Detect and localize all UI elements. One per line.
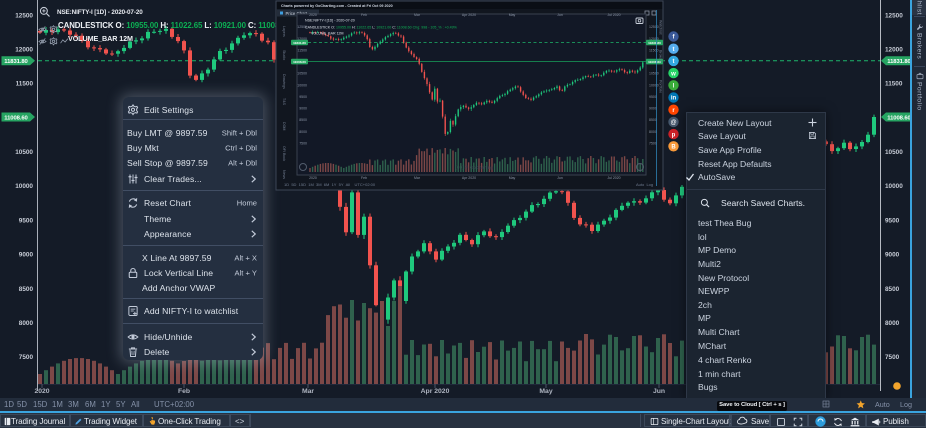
svg-text:8500: 8500 xyxy=(19,286,34,293)
svg-text:2020: 2020 xyxy=(309,176,317,180)
svg-text:CANDLESTICK O: 10955.00 H: 110: CANDLESTICK O: 10955.00 H: 11022.65 L: 1… xyxy=(305,26,458,30)
svg-text:10500: 10500 xyxy=(297,72,307,76)
svg-text:8000: 8000 xyxy=(885,320,900,327)
svg-text:10500: 10500 xyxy=(885,149,903,156)
svg-text:12500: 12500 xyxy=(297,25,307,29)
svg-text:@: @ xyxy=(671,120,677,126)
svg-text:11500: 11500 xyxy=(885,81,903,88)
svg-text:12000: 12000 xyxy=(885,47,903,54)
svg-text:7500: 7500 xyxy=(299,142,307,146)
svg-text:7500: 7500 xyxy=(649,142,657,146)
svg-text:9500: 9500 xyxy=(299,95,307,99)
svg-text:Mar: Mar xyxy=(414,176,421,180)
svg-text:Drawings: Drawings xyxy=(282,74,286,89)
svg-text:12500: 12500 xyxy=(649,25,659,29)
svg-text:11831.80: 11831.80 xyxy=(4,59,28,65)
svg-text:OFI Book: OFI Book xyxy=(282,146,286,161)
svg-text:Apr 2020: Apr 2020 xyxy=(462,176,476,180)
svg-text:9000: 9000 xyxy=(299,107,307,111)
svg-text:10000: 10000 xyxy=(649,83,659,87)
svg-text:7500: 7500 xyxy=(885,354,900,361)
svg-text:12500: 12500 xyxy=(15,12,33,19)
svg-text:Charts powered by GoCharting.c: Charts powered by GoCharting.com - Creat… xyxy=(281,4,393,8)
svg-text:Brokers: Brokers xyxy=(659,50,663,63)
svg-text:Feb: Feb xyxy=(178,388,190,395)
svg-text:10000: 10000 xyxy=(297,83,307,87)
svg-text:w: w xyxy=(670,71,676,77)
svg-text:2020: 2020 xyxy=(34,388,49,395)
svg-text:10000: 10000 xyxy=(885,183,903,190)
svg-text:11008.60: 11008.60 xyxy=(293,60,306,64)
svg-text:VOLUME_BAR 12M: VOLUME_BAR 12M xyxy=(311,32,344,36)
svg-text:Jul 2020: Jul 2020 xyxy=(607,13,620,17)
svg-text:11831.80: 11831.80 xyxy=(887,59,911,65)
svg-text:Feb: Feb xyxy=(361,13,367,17)
svg-text:May: May xyxy=(509,13,516,17)
svg-text:8000: 8000 xyxy=(649,130,657,134)
svg-text:10500: 10500 xyxy=(15,149,33,156)
svg-text:Portfolio: Portfolio xyxy=(659,80,663,93)
svg-text:9500: 9500 xyxy=(649,95,657,99)
svg-text:Apr 2020: Apr 2020 xyxy=(421,388,450,395)
svg-text:10000: 10000 xyxy=(15,183,33,190)
svg-text:2020: 2020 xyxy=(309,13,317,17)
svg-text:12000: 12000 xyxy=(15,47,33,54)
svg-text:9500: 9500 xyxy=(19,217,34,224)
svg-text:11500: 11500 xyxy=(298,49,308,53)
svg-text:11008.60: 11008.60 xyxy=(887,115,911,121)
svg-text:News: News xyxy=(282,170,286,179)
svg-text:11008.60: 11008.60 xyxy=(648,60,661,64)
svg-text:11500: 11500 xyxy=(649,49,659,53)
svg-text:May: May xyxy=(509,176,516,180)
svg-text:Jun: Jun xyxy=(653,388,665,395)
svg-text:9000: 9000 xyxy=(885,252,900,259)
svg-text:in: in xyxy=(671,96,677,102)
svg-text:B: B xyxy=(671,145,676,151)
svg-text:11831.80: 11831.80 xyxy=(293,41,306,45)
svg-text:Jul 2020: Jul 2020 xyxy=(607,176,620,180)
svg-text:NSE:NIFTY-I [1D] - 2020-07-20: NSE:NIFTY-I [1D] - 2020-07-20 xyxy=(305,19,355,23)
svg-text:Feb: Feb xyxy=(361,176,367,180)
svg-text:8500: 8500 xyxy=(299,118,307,122)
svg-text:11008.60: 11008.60 xyxy=(4,115,28,121)
svg-text:9000: 9000 xyxy=(19,252,34,259)
svg-text:ⓘⓘⓦ GoCharting: ⓘⓘⓦ GoCharting xyxy=(455,164,493,171)
svg-text:t: t xyxy=(673,47,675,53)
svg-text:Jun: Jun xyxy=(557,176,563,180)
svg-text:9000: 9000 xyxy=(649,107,657,111)
svg-text:Price Chart: Price Chart xyxy=(286,11,308,16)
svg-text:8500: 8500 xyxy=(649,118,657,122)
svg-text:r: r xyxy=(672,108,675,114)
svg-text:Apr 2020: Apr 2020 xyxy=(462,13,476,17)
svg-text:8000: 8000 xyxy=(299,130,307,134)
svg-text:12500: 12500 xyxy=(885,12,903,19)
svg-text:7500: 7500 xyxy=(19,354,34,361)
svg-text:8500: 8500 xyxy=(885,286,900,293)
svg-text:T&S: T&S xyxy=(282,98,286,106)
svg-text:t: t xyxy=(673,59,675,65)
svg-text:8000: 8000 xyxy=(19,320,34,327)
svg-text:12000: 12000 xyxy=(297,37,307,41)
svg-text:1D 5D 15D 1M 3M 6M 1Y 5: 1D 5D 15D 1M 3M 6M 1Y 5Y All UTC+02:00 xyxy=(284,182,376,187)
svg-text:10500: 10500 xyxy=(649,72,659,76)
svg-text:May: May xyxy=(539,388,552,395)
svg-text:9500: 9500 xyxy=(885,217,900,224)
svg-text:Jun: Jun xyxy=(557,13,563,17)
svg-text:11500: 11500 xyxy=(16,81,34,88)
svg-text:p: p xyxy=(672,132,676,138)
svg-text:Studio: Studio xyxy=(282,50,286,60)
svg-text:Mar: Mar xyxy=(414,13,421,17)
svg-text:Auto Log: Auto Log xyxy=(636,182,653,187)
svg-text:12000: 12000 xyxy=(649,37,659,41)
svg-text:DOM: DOM xyxy=(282,122,286,130)
svg-text:l: l xyxy=(673,84,675,90)
svg-text:Watchlist: Watchlist xyxy=(659,20,663,34)
svg-text:11831.80: 11831.80 xyxy=(648,41,661,45)
svg-text:Mar: Mar xyxy=(302,388,314,395)
svg-text:Layers: Layers xyxy=(282,26,286,37)
svg-text:f: f xyxy=(673,35,676,41)
